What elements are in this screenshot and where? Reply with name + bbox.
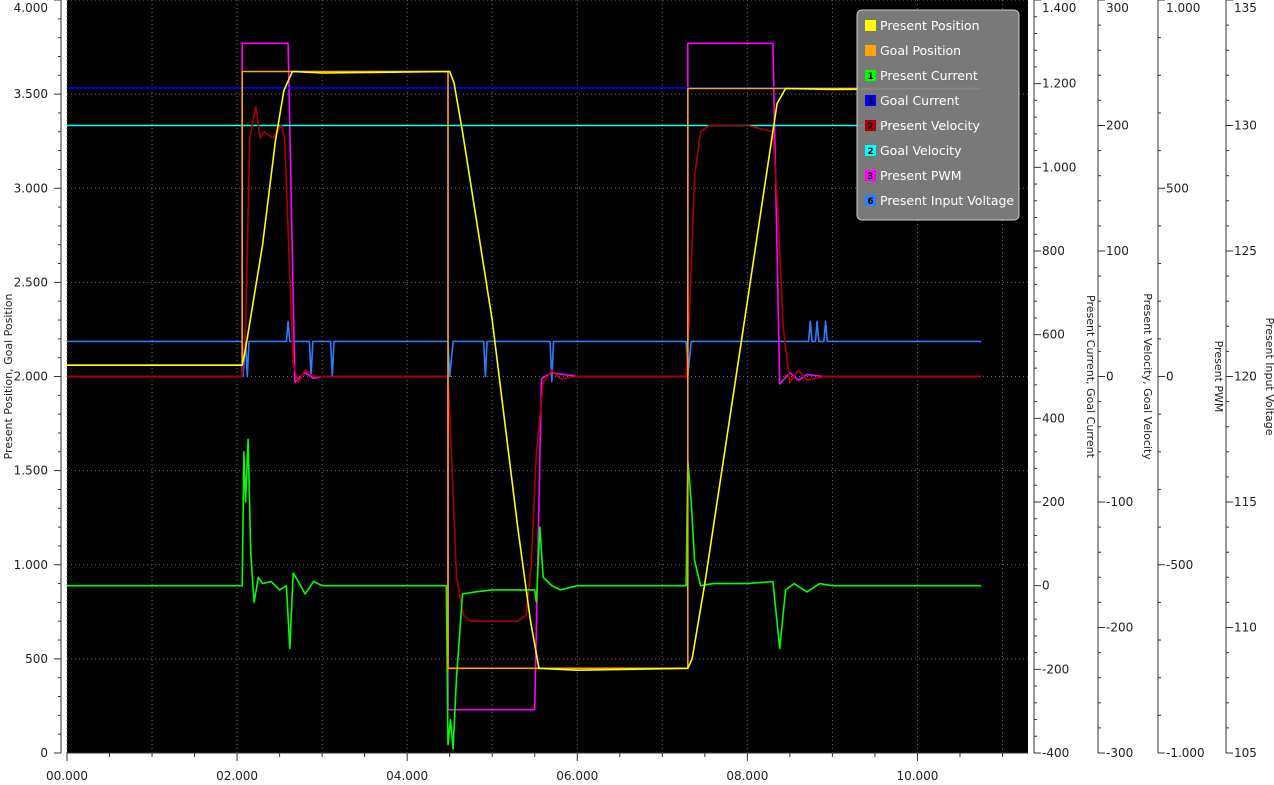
y-tick-label-vel: 200 <box>1106 119 1129 133</box>
series-line-present-position <box>67 70 982 672</box>
legend-swatch-present-pwm <box>865 170 876 181</box>
legend-label-present-current[interactable]: Present Current <box>880 68 978 83</box>
legend-swatch-goal-velocity <box>865 145 876 156</box>
legend-label-goal-current[interactable]: Goal Current <box>880 93 959 108</box>
y-tick-label-vel: -300 <box>1106 746 1133 760</box>
x-tick-label: 10.000 <box>896 769 938 783</box>
x-tick-label: 02.000 <box>216 769 258 783</box>
y-tick-label-pos: 0 <box>40 746 48 760</box>
y-tick-label-vel: -200 <box>1106 621 1133 635</box>
y-tick-label-pos: 4.000 <box>14 1 48 15</box>
y-tick-label-volt: 110 <box>1234 621 1257 635</box>
y-tick-label-pwm: -500 <box>1166 558 1193 572</box>
y-tick-label-pos: 2.500 <box>14 275 48 289</box>
legend-label-present-input-voltage[interactable]: Present Input Voltage <box>880 193 1014 208</box>
y-tick-label-cur: 0 <box>1042 579 1050 593</box>
y-tick-label-cur: -400 <box>1042 746 1069 760</box>
y-tick-label-volt: 120 <box>1234 370 1257 384</box>
y-tick-label-pwm: 1.000 <box>1166 1 1200 15</box>
y-tick-label-cur: 1.200 <box>1042 77 1076 91</box>
legend-number-goal-velocity: 2 <box>867 147 873 157</box>
x-tick-label: 04.000 <box>386 769 428 783</box>
legend-number-goal-current: 1 <box>867 97 873 107</box>
y-tick-label-cur: 200 <box>1042 495 1065 509</box>
y-tick-label-pos: 3.500 <box>14 87 48 101</box>
y-axis-title-pos: Present Position, Goal Position <box>2 293 15 459</box>
y-tick-label-volt: 135 <box>1234 1 1257 15</box>
y-tick-label-pos: 2.000 <box>14 370 48 384</box>
legend-number-present-current: 1 <box>867 72 873 82</box>
legend-label-goal-velocity[interactable]: Goal Velocity <box>880 143 962 158</box>
y-tick-label-pos: 500 <box>25 652 48 666</box>
y-tick-label-volt: 115 <box>1234 495 1257 509</box>
y-tick-label-cur: 600 <box>1042 328 1065 342</box>
y-tick-label-pos: 3.000 <box>14 181 48 195</box>
y-tick-label-pwm: 500 <box>1166 181 1189 195</box>
y-axis-title-pwm: Present PWM <box>1212 341 1225 413</box>
legend-number-present-velocity: 2 <box>867 122 873 132</box>
y-tick-label-vel: 0 <box>1106 370 1114 384</box>
y-tick-label-cur: 800 <box>1042 244 1065 258</box>
legend-swatch-present-input-voltage <box>865 195 876 206</box>
y-tick-label-volt: 105 <box>1234 746 1257 760</box>
y-tick-label-cur: 400 <box>1042 411 1065 425</box>
y-tick-label-vel: 100 <box>1106 244 1129 258</box>
y-tick-label-vel: -100 <box>1106 495 1133 509</box>
y-tick-label-volt: 125 <box>1234 244 1257 258</box>
legend-swatch-present-position <box>865 20 876 31</box>
legend[interactable]: Present Position Goal Position 1 Present Cu… <box>856 9 1020 221</box>
legend-label-present-position[interactable]: Present Position <box>880 18 980 33</box>
legend-label-goal-position[interactable]: Goal Position <box>880 43 961 58</box>
legend-number-present-input-voltage: 6 <box>867 197 873 207</box>
y-tick-label-volt: 130 <box>1234 119 1257 133</box>
series-line-goal-position <box>67 70 982 670</box>
legend-number-present-pwm: 3 <box>867 172 873 182</box>
legend-swatch-present-current <box>865 70 876 81</box>
y-tick-label-pos: 1.000 <box>14 558 48 572</box>
series-line-present-current <box>67 438 982 750</box>
x-tick-label: 08.000 <box>726 769 768 783</box>
y-tick-label-cur: -200 <box>1042 662 1069 676</box>
y-axis-title-volt: Present Input Voltage <box>1263 317 1274 435</box>
y-tick-label-vel: 300 <box>1106 1 1129 15</box>
y-tick-label-cur: 1.000 <box>1042 160 1076 174</box>
y-axis-title-vel: Present Velocity, Goal Velocity <box>1141 293 1154 460</box>
series-line-present-pwm <box>67 42 982 711</box>
series-layer <box>67 42 982 750</box>
legend-swatch-goal-position <box>865 45 876 56</box>
y-tick-label-cur: 1.400 <box>1042 1 1076 15</box>
x-tick-label: 00.000 <box>46 769 88 783</box>
legend-swatch-present-velocity <box>865 120 876 131</box>
y-tick-label-pwm: -1.000 <box>1166 746 1205 760</box>
legend-box <box>856 9 1020 221</box>
x-tick-label: 06.000 <box>556 769 598 783</box>
legend-swatch-goal-current <box>865 95 876 106</box>
y-tick-label-pwm: 0 <box>1166 370 1174 384</box>
legend-label-present-pwm[interactable]: Present PWM <box>880 168 962 183</box>
y-tick-label-pos: 1.500 <box>14 464 48 478</box>
y-axis-title-cur: Present Current, Goal Current <box>1084 295 1097 459</box>
legend-label-present-velocity[interactable]: Present Velocity <box>880 118 981 133</box>
series-line-present-input-voltage <box>67 320 982 383</box>
